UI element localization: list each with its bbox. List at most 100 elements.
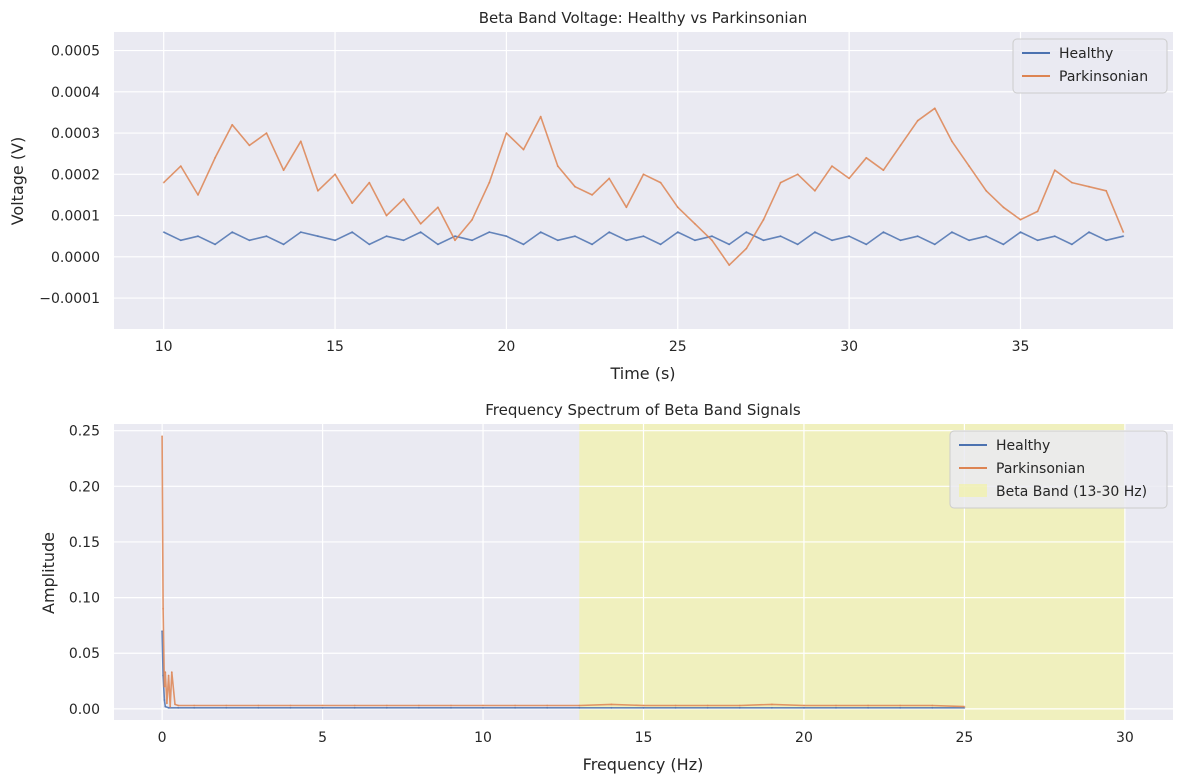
data-point: [385, 214, 388, 217]
data-point: [162, 181, 165, 184]
data-point: [694, 222, 696, 225]
data-point: [539, 231, 542, 234]
data-point: [796, 243, 799, 246]
data-point: [351, 202, 354, 205]
data-point: [694, 239, 696, 242]
data-point: [848, 177, 850, 180]
data-point: [471, 239, 473, 242]
data-point: [164, 705, 167, 708]
data-point: [771, 706, 773, 709]
legend-label: Parkinsonian: [996, 461, 1085, 477]
x-axis-label: Time (s): [609, 364, 675, 383]
data-point: [676, 231, 679, 234]
data-point: [317, 189, 319, 192]
data-point: [779, 235, 782, 238]
data-point: [289, 704, 292, 707]
x-tick-label: 15: [635, 730, 653, 746]
data-point: [454, 235, 456, 238]
data-point: [1019, 218, 1022, 221]
data-point: [556, 165, 559, 168]
data-point: [831, 239, 833, 242]
legend-swatch: [959, 484, 987, 497]
data-point: [482, 704, 484, 707]
data-point: [963, 705, 966, 708]
y-tick-label: 0.0005: [51, 44, 100, 60]
data-point: [951, 140, 953, 143]
data-point: [450, 704, 452, 707]
x-tick-label: 30: [1116, 730, 1134, 746]
data-point: [608, 177, 611, 180]
data-point: [1053, 235, 1056, 238]
data-point: [738, 706, 741, 709]
data-point: [933, 243, 936, 246]
data-point: [625, 239, 628, 242]
data-point: [867, 706, 869, 709]
plot-background: [114, 32, 1173, 329]
data-point: [848, 235, 850, 238]
data-point: [299, 140, 302, 143]
x-tick-label: 35: [1012, 339, 1030, 355]
data-point: [728, 243, 731, 246]
x-tick-label: 20: [795, 730, 813, 746]
data-point: [385, 235, 388, 238]
data-point: [174, 703, 176, 706]
y-tick-label: 0.0003: [51, 126, 100, 142]
chart-title: Beta Band Voltage: Healthy vs Parkinsoni…: [479, 9, 808, 27]
data-point: [711, 239, 713, 242]
data-point: [933, 107, 936, 110]
data-point: [546, 706, 549, 709]
y-tick-label: 0.05: [69, 646, 100, 662]
data-point: [299, 231, 302, 234]
data-point: [163, 699, 166, 701]
data-point: [488, 181, 491, 184]
data-point: [321, 704, 324, 707]
data-point: [177, 704, 180, 707]
data-point: [882, 231, 885, 234]
data-point: [711, 235, 713, 238]
chart-title: Frequency Spectrum of Beta Band Signals: [485, 401, 801, 419]
data-point: [418, 704, 420, 707]
data-point: [608, 231, 611, 234]
data-point: [418, 706, 420, 709]
data-point: [179, 239, 182, 242]
data-point: [676, 206, 679, 209]
x-axis-label: Frequency (Hz): [583, 755, 704, 774]
data-point: [334, 173, 336, 176]
data-point: [642, 704, 645, 707]
data-point: [353, 704, 356, 707]
data-point: [514, 704, 516, 707]
y-tick-label: 0.0004: [51, 85, 100, 101]
voltage-chart: Beta Band Voltage: Healthy vs Parkinsoni…: [8, 9, 1173, 383]
data-point: [162, 607, 165, 610]
data-point: [368, 181, 371, 184]
data-point: [419, 222, 422, 225]
data-point: [385, 706, 388, 709]
data-point: [1036, 239, 1039, 242]
data-point: [578, 704, 581, 707]
legend-label: Healthy: [996, 438, 1050, 454]
data-point: [1071, 243, 1073, 246]
data-point: [282, 169, 285, 172]
legend-box: [949, 430, 1168, 509]
data-point: [265, 132, 268, 135]
data-point: [225, 704, 228, 707]
data-point: [882, 169, 885, 172]
x-tick-label: 10: [155, 339, 173, 355]
y-tick-label: 0.0000: [51, 250, 100, 266]
data-point: [522, 148, 525, 151]
data-point: [796, 173, 799, 176]
data-point: [814, 231, 816, 234]
data-point: [916, 119, 919, 122]
y-tick-label: 0.00: [69, 702, 100, 718]
data-point: [1088, 185, 1090, 188]
data-point: [706, 704, 709, 707]
spectrum-chart: Frequency Spectrum of Beta Band Signals …: [39, 401, 1173, 774]
y-tick-label: 0.15: [69, 535, 100, 551]
data-point: [482, 706, 484, 709]
data-point: [317, 235, 319, 238]
x-tick-label: 20: [497, 339, 515, 355]
data-point: [289, 706, 292, 709]
data-point: [282, 243, 285, 246]
data-point: [1071, 181, 1073, 184]
data-point: [231, 123, 234, 126]
